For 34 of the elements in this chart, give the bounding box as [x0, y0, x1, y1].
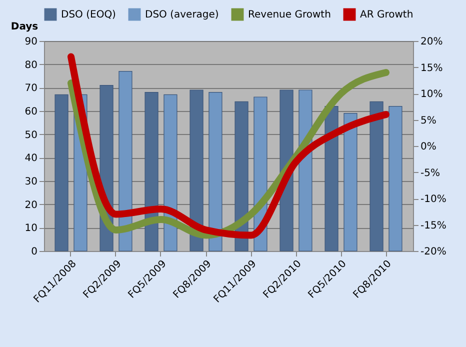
y-axis-title: Days [10, 22, 38, 32]
bar [190, 90, 204, 252]
legend-label: DSO (average) [145, 10, 219, 21]
y2-tick-label: -10% [420, 194, 446, 205]
y2-tick-label: -15% [420, 220, 446, 232]
y-tick-label: 70 [24, 83, 38, 94]
y-tick-label: 0 [31, 246, 38, 258]
y-tick-label: 40 [24, 153, 38, 164]
bar [370, 101, 384, 252]
y2-tick-label: 5% [420, 115, 436, 126]
y-tick-label: 20 [24, 200, 38, 211]
bar [388, 106, 402, 252]
y2-tick-label: -5% [420, 168, 440, 179]
y2-tick-label: 10% [420, 89, 443, 100]
y-tick-label: 30 [24, 176, 38, 188]
bar [164, 94, 178, 252]
bar [344, 113, 358, 252]
bar [324, 106, 338, 252]
y2-tick-label: 0% [420, 142, 436, 152]
y-tick-label: 50 [24, 130, 38, 141]
bar [54, 94, 68, 252]
y-tick-label: 90 [24, 36, 38, 48]
y2-tick-label: 15% [420, 62, 443, 74]
bar [144, 92, 158, 252]
bar [208, 92, 222, 252]
y2-tick-label: -20% [420, 246, 446, 258]
y-tick-label: 80 [24, 60, 38, 71]
y2-tick-label: 20% [420, 36, 443, 48]
bar [118, 71, 132, 252]
y-tick-label: 60 [24, 106, 38, 118]
legend-label: DSO (EOQ) [61, 10, 116, 21]
y-tick-label: 10 [24, 223, 38, 234]
legend-label: AR Growth [360, 10, 414, 21]
legend-label: Revenue Growth [248, 10, 331, 21]
